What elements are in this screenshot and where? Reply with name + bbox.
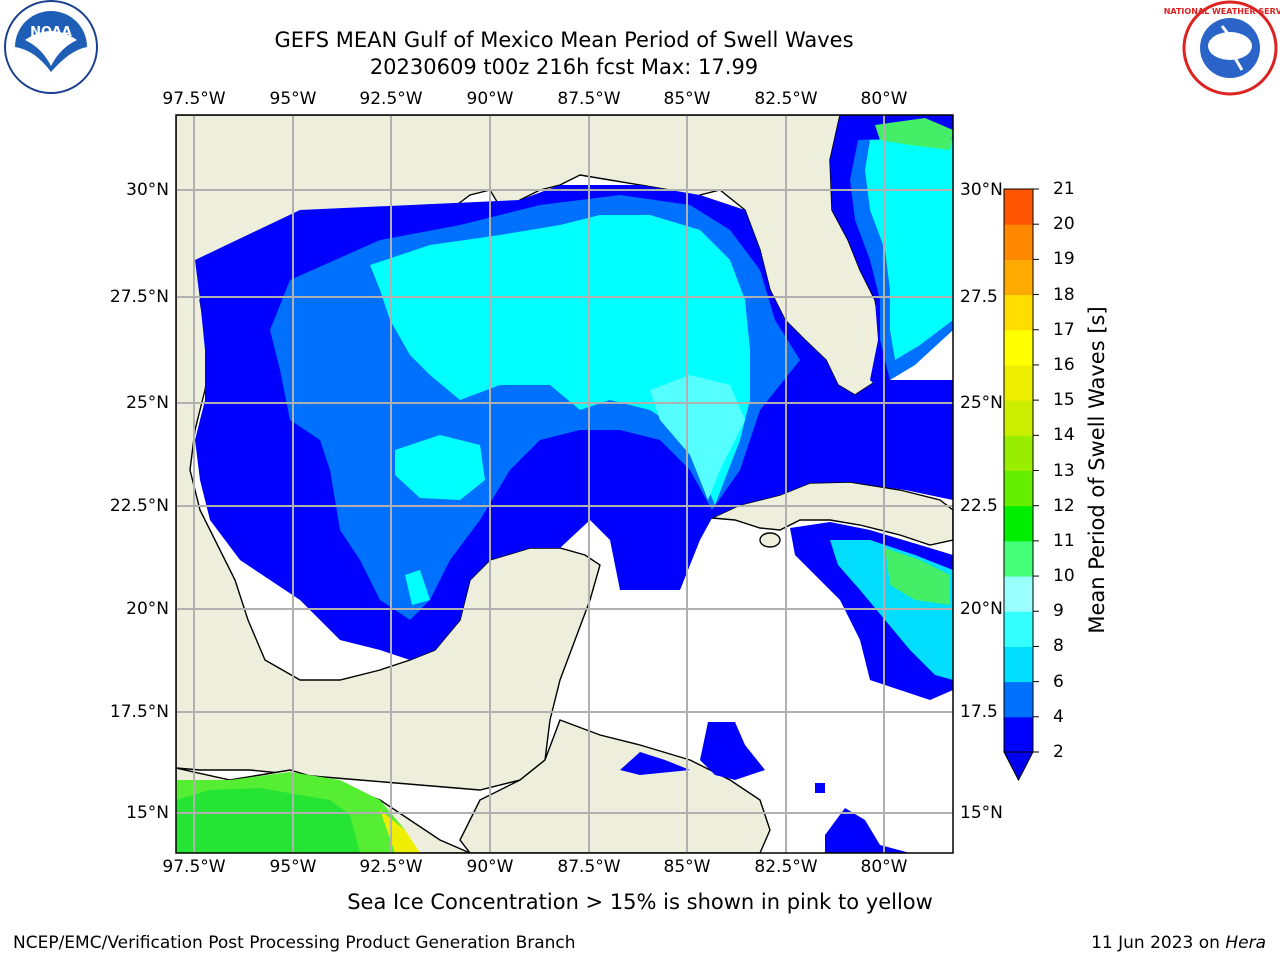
lat-label: 25°N bbox=[960, 393, 1003, 413]
sea-ice-note-text: Sea Ice Concentration > 15% is shown in … bbox=[347, 890, 933, 914]
noaa-logo-text: NOAA bbox=[30, 25, 72, 40]
lon-label: 80°W bbox=[860, 857, 908, 877]
colorbar-segment bbox=[1004, 611, 1033, 647]
lon-label: 95°W bbox=[269, 857, 317, 877]
noaa-logo: NOAA bbox=[4, 0, 98, 94]
colorbar-extend-triangle bbox=[1003, 751, 1034, 782]
lat-label: 30°N bbox=[126, 180, 169, 200]
colorbar-tick-label: 10 bbox=[1053, 566, 1075, 587]
lat-label: 17.5 bbox=[960, 702, 998, 722]
colorbar-tick-label: 11 bbox=[1053, 530, 1075, 551]
colorbar-segment bbox=[1004, 435, 1033, 471]
colorbar-segment bbox=[1004, 470, 1033, 507]
lat-label: 25°N bbox=[126, 393, 169, 413]
lat-label: 27.5 bbox=[960, 287, 998, 307]
map-frame bbox=[175, 114, 954, 854]
colorbar-segment bbox=[1004, 681, 1033, 718]
colorbar-tick-label: 4 bbox=[1053, 706, 1064, 727]
colorbar-segment bbox=[1004, 400, 1033, 436]
colorbar-segment bbox=[1004, 259, 1033, 296]
colorbar-segment bbox=[1004, 364, 1033, 401]
lon-label: 90°W bbox=[466, 89, 514, 109]
lat-label: 30°N bbox=[960, 180, 1003, 200]
lat-label: 15°N bbox=[960, 803, 1003, 823]
footer-credit: NCEP/EMC/Verification Post Processing Pr… bbox=[13, 933, 576, 953]
colorbar-tick-label: 12 bbox=[1053, 495, 1075, 516]
lon-label: 90°W bbox=[466, 857, 514, 877]
colorbar-tick-label: 14 bbox=[1053, 425, 1075, 446]
graticule bbox=[176, 115, 953, 853]
nws-logo: NATIONAL WEATHER SERVICE bbox=[1164, 0, 1280, 96]
footer-machine: Hera bbox=[1225, 933, 1266, 953]
lat-label: 27.5°N bbox=[109, 287, 169, 307]
lon-label: 82.5°W bbox=[754, 89, 818, 109]
footer-date: 11 Jun 2023 on Hera bbox=[1091, 933, 1266, 953]
chart-title: GEFS MEAN Gulf of Mexico Mean Period of … bbox=[274, 28, 854, 52]
colorbar-tick-label: 13 bbox=[1053, 460, 1075, 481]
map-area bbox=[176, 115, 953, 853]
colorbar-tick-label: 19 bbox=[1053, 249, 1075, 270]
colorbar-title: Mean Period of Swell Waves [s] bbox=[1085, 306, 1109, 634]
colorbar-segment bbox=[1004, 329, 1033, 366]
colorbar-segment bbox=[1004, 576, 1033, 612]
colorbar bbox=[1003, 188, 1039, 782]
colorbar-tick-label: 17 bbox=[1053, 319, 1075, 340]
swell-period-field bbox=[176, 115, 953, 853]
lat-label: 22.5°N bbox=[109, 496, 169, 516]
colorbar-tick-label: 2 bbox=[1053, 742, 1064, 762]
lon-label: 92.5°W bbox=[359, 89, 423, 109]
lon-label: 82.5°W bbox=[754, 857, 818, 877]
colorbar-tick-label: 20 bbox=[1053, 214, 1075, 235]
lon-label: 87.5°W bbox=[557, 89, 621, 109]
colorbar-segment bbox=[1004, 716, 1033, 753]
colorbar-segment bbox=[1004, 505, 1033, 542]
footer-date-text: 11 Jun 2023 on bbox=[1091, 933, 1226, 953]
colorbar-tick-label: 16 bbox=[1053, 354, 1075, 375]
colorbar-tick-label: 9 bbox=[1053, 601, 1064, 622]
chart-subtitle: 20230609 t00z 216h fcst Max: 17.99 bbox=[369, 55, 759, 79]
lon-label: 97.5°W bbox=[162, 89, 226, 109]
colorbar-tick-label: 8 bbox=[1053, 636, 1064, 657]
colorbar-segment bbox=[1004, 646, 1033, 683]
lon-label: 80°W bbox=[860, 89, 908, 109]
svg-text:NATIONAL WEATHER SERVICE: NATIONAL WEATHER SERVICE bbox=[1164, 7, 1280, 16]
colorbar-tick-label: 15 bbox=[1053, 390, 1075, 411]
lat-label: 15°N bbox=[126, 803, 169, 823]
colorbar-segment bbox=[1004, 224, 1033, 260]
colorbar-segment bbox=[1004, 540, 1033, 577]
lon-label: 85°W bbox=[663, 857, 711, 877]
colorbar-segment bbox=[1004, 189, 1033, 225]
colorbar-tick-label: 21 bbox=[1053, 179, 1075, 199]
lon-label: 85°W bbox=[663, 89, 711, 109]
lat-label: 20°N bbox=[960, 599, 1003, 619]
lon-label: 95°W bbox=[269, 89, 317, 109]
lat-label: 22.5 bbox=[960, 496, 998, 516]
colorbar-tick-label: 6 bbox=[1053, 671, 1064, 692]
lon-label: 97.5°W bbox=[162, 857, 226, 877]
lat-label: 20°N bbox=[126, 599, 169, 619]
lat-label: 17.5°N bbox=[109, 702, 169, 722]
sea-ice-note: Sea Ice Concentration > 15% is shown in … bbox=[0, 890, 1280, 914]
lon-label: 87.5°W bbox=[557, 857, 621, 877]
colorbar-segment bbox=[1004, 294, 1033, 331]
colorbar-tick-label: 18 bbox=[1053, 284, 1075, 305]
lon-label: 92.5°W bbox=[359, 857, 423, 877]
